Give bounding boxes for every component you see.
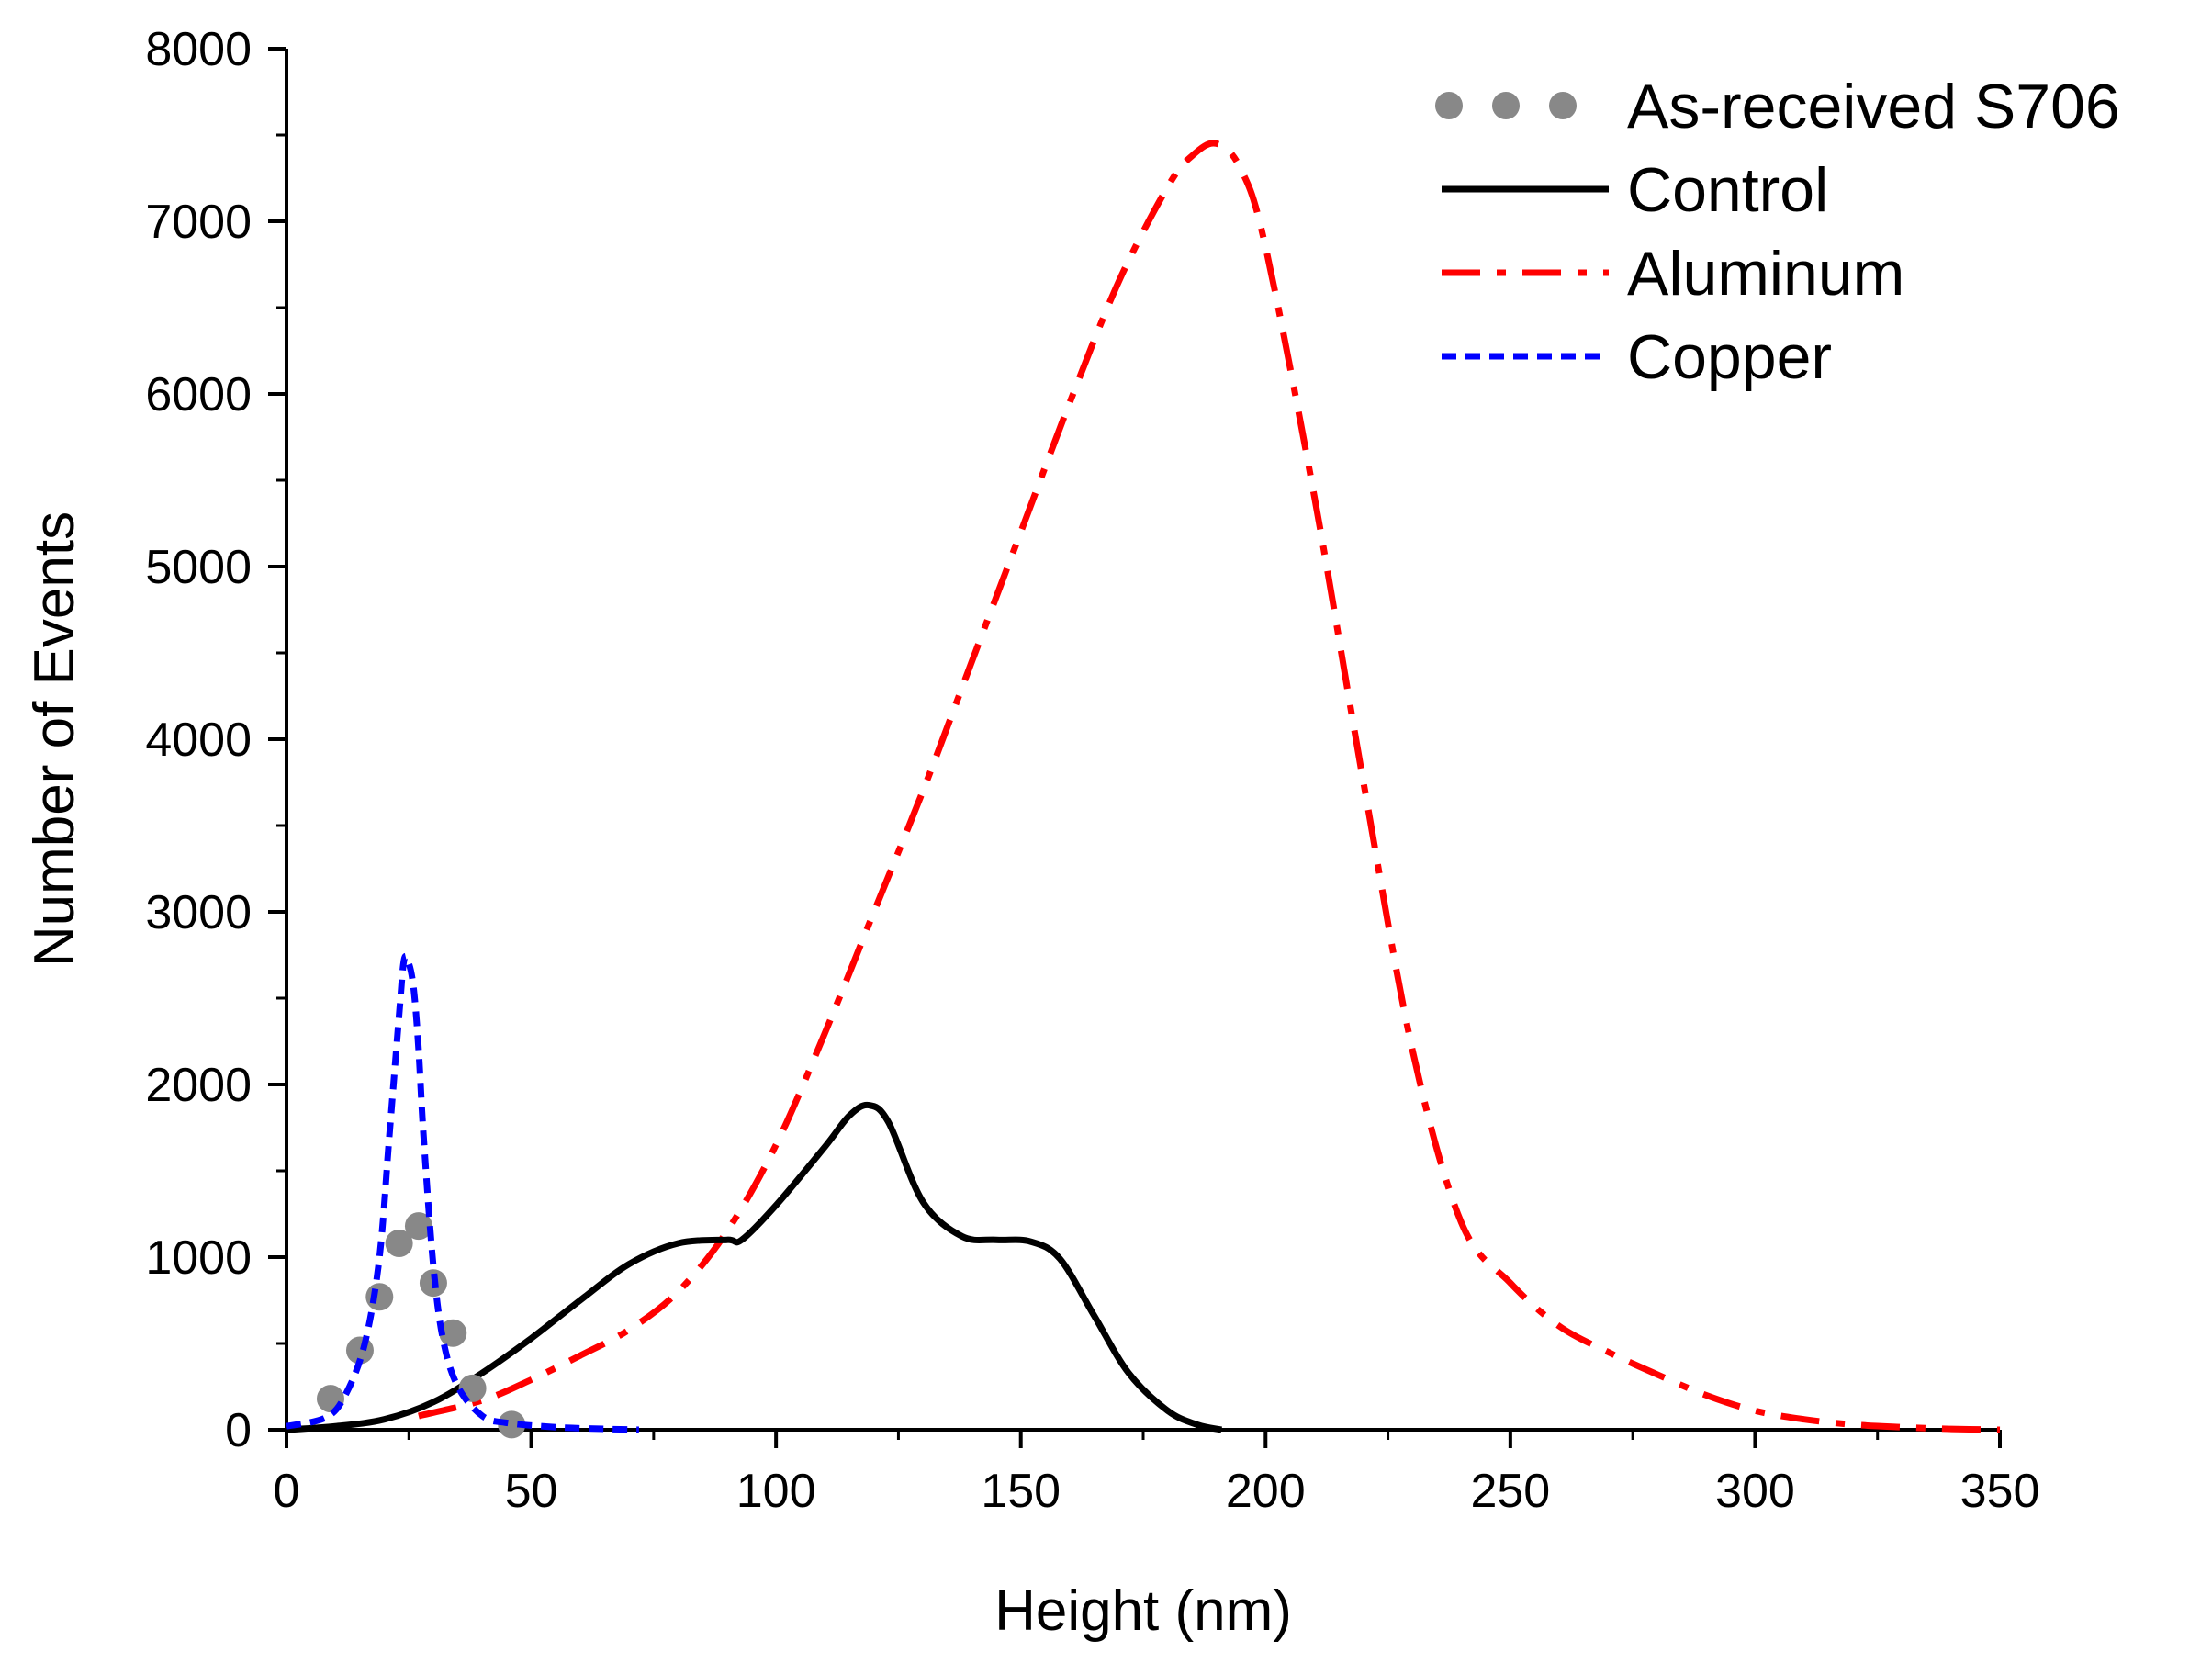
x-tick-label: 300 [1715,1465,1795,1518]
x-tick-label: 150 [981,1465,1061,1518]
series-point-as-received-s706 [385,1229,413,1257]
legend-label-aluminum: Aluminum [1627,239,1904,309]
y-tick-label: 2000 [145,1059,252,1112]
legend-label-as-received-s706: As-received S706 [1627,72,2120,141]
y-tick-label: 6000 [145,368,252,421]
x-tick-label: 200 [1226,1465,1306,1518]
legend-symbol-as-received-s706 [1492,92,1520,119]
x-tick-label: 50 [505,1465,558,1518]
series-point-as-received-s706 [404,1212,432,1241]
x-tick-label: 100 [736,1465,816,1518]
series-line-copper [286,952,640,1433]
legend-symbol-as-received-s706 [1435,92,1463,119]
legend-label-copper: Copper [1627,322,1832,392]
x-tick-label: 0 [274,1465,300,1518]
y-tick-label: 0 [225,1404,252,1457]
x-tick-label: 350 [1960,1465,2040,1518]
legend-label-control: Control [1627,155,1828,225]
y-tick-label: 5000 [145,541,252,594]
series-point-as-received-s706 [498,1410,526,1439]
y-tick-label: 3000 [145,886,252,939]
legend-symbol-as-received-s706 [1549,92,1577,119]
series-line-control [286,1101,1223,1433]
axes-layer: 0 50 100 150 200 250 300 350 0 1000 2000 3000 4000 50… [145,23,2039,1518]
series-point-as-received-s706 [365,1283,394,1311]
y-tick-label: 4000 [145,714,252,767]
y-tick-label: 7000 [145,196,252,249]
legend: As-received S706 Control Aluminum Copper [1435,72,2120,392]
y-tick-label: 1000 [145,1231,252,1285]
x-axis-title: Height (nm) [994,1579,1292,1643]
series-point-as-received-s706 [439,1319,467,1347]
y-tick-label: 8000 [145,23,252,76]
series-layer [286,140,2001,1439]
series-line-aluminum [418,140,2001,1433]
x-tick-label: 250 [1470,1465,1550,1518]
y-axis-title: Number of Events [23,511,86,967]
